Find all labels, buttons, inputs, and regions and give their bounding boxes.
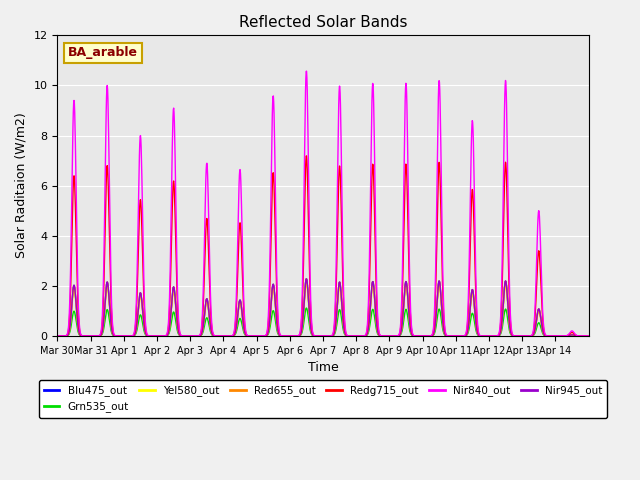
- Red655_out: [526, 333, 534, 339]
- Blu475_out: [54, 333, 61, 339]
- Line: Yel580_out: Yel580_out: [58, 284, 589, 336]
- Redg715_out: [309, 332, 317, 337]
- Redg715_out: [299, 289, 307, 295]
- Red655_out: [449, 333, 456, 339]
- Nir945_out: [585, 333, 593, 339]
- Nir840_out: [136, 132, 144, 138]
- Grn535_out: [578, 333, 586, 339]
- Yel580_out: [578, 333, 586, 339]
- Yel580_out: [136, 294, 144, 300]
- Nir840_out: [449, 333, 456, 339]
- Nir840_out: [585, 333, 593, 339]
- Nir945_out: [449, 333, 456, 339]
- Redg715_out: [449, 333, 456, 339]
- Red655_out: [303, 276, 310, 282]
- Grn535_out: [299, 326, 307, 332]
- Line: Red655_out: Red655_out: [58, 279, 589, 336]
- Title: Reflected Solar Bands: Reflected Solar Bands: [239, 15, 407, 30]
- Blu475_out: [578, 333, 586, 339]
- Line: Grn535_out: Grn535_out: [58, 308, 589, 336]
- Nir945_out: [136, 290, 144, 296]
- Grn535_out: [526, 333, 534, 339]
- Redg715_out: [585, 333, 593, 339]
- X-axis label: Time: Time: [308, 361, 339, 374]
- Blu475_out: [585, 333, 593, 339]
- Nir840_out: [303, 68, 310, 74]
- Text: BA_arable: BA_arable: [68, 47, 138, 60]
- Red655_out: [585, 333, 593, 339]
- Yel580_out: [526, 333, 534, 339]
- Yel580_out: [309, 333, 317, 338]
- Red655_out: [54, 333, 61, 339]
- Nir945_out: [299, 319, 307, 325]
- Red655_out: [299, 319, 307, 325]
- Red655_out: [309, 333, 317, 338]
- Nir945_out: [578, 333, 586, 339]
- Line: Nir840_out: Nir840_out: [58, 71, 589, 336]
- Nir945_out: [303, 276, 310, 282]
- Yel580_out: [54, 333, 61, 339]
- Nir840_out: [299, 269, 307, 275]
- Redg715_out: [136, 197, 144, 203]
- Grn535_out: [303, 305, 310, 311]
- Legend: Blu475_out, Grn535_out, Yel580_out, Red655_out, Redg715_out, Nir840_out, Nir945_: Blu475_out, Grn535_out, Yel580_out, Red6…: [38, 380, 607, 418]
- Redg715_out: [578, 333, 586, 339]
- Red655_out: [136, 290, 144, 296]
- Grn535_out: [54, 333, 61, 339]
- Blu475_out: [136, 290, 144, 296]
- Yel580_out: [449, 333, 456, 339]
- Redg715_out: [303, 153, 310, 159]
- Blu475_out: [303, 276, 310, 282]
- Nir840_out: [526, 333, 534, 339]
- Blu475_out: [309, 333, 317, 338]
- Grn535_out: [309, 333, 317, 338]
- Redg715_out: [54, 333, 61, 339]
- Yel580_out: [299, 321, 307, 326]
- Blu475_out: [299, 319, 307, 325]
- Yel580_out: [585, 333, 593, 339]
- Nir840_out: [309, 331, 317, 337]
- Line: Blu475_out: Blu475_out: [58, 279, 589, 336]
- Nir945_out: [309, 333, 317, 338]
- Grn535_out: [449, 333, 456, 339]
- Y-axis label: Solar Raditaion (W/m2): Solar Raditaion (W/m2): [15, 113, 28, 259]
- Grn535_out: [136, 312, 144, 318]
- Nir840_out: [578, 333, 586, 339]
- Grn535_out: [585, 333, 593, 339]
- Redg715_out: [526, 333, 534, 339]
- Nir840_out: [54, 333, 61, 339]
- Line: Nir945_out: Nir945_out: [58, 279, 589, 336]
- Nir945_out: [54, 333, 61, 339]
- Blu475_out: [449, 333, 456, 339]
- Line: Redg715_out: Redg715_out: [58, 156, 589, 336]
- Nir945_out: [526, 333, 534, 339]
- Blu475_out: [526, 333, 534, 339]
- Red655_out: [578, 333, 586, 339]
- Yel580_out: [303, 281, 310, 287]
